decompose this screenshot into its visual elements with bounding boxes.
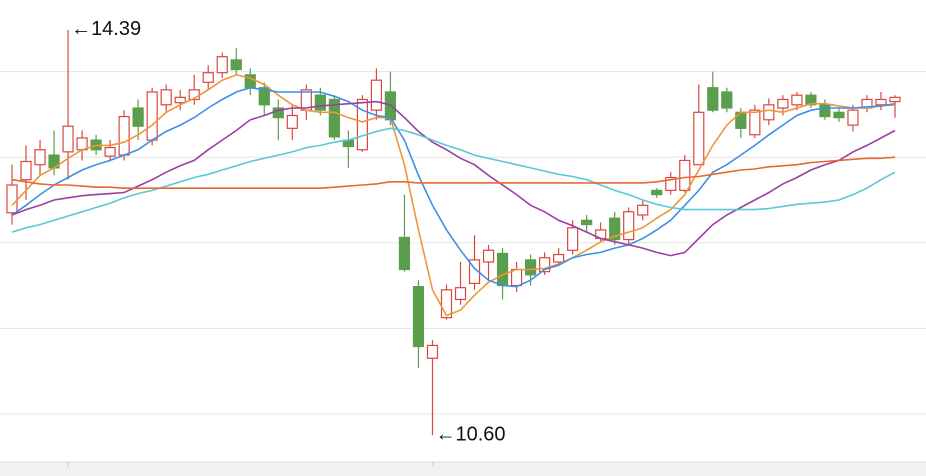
ma-line (11, 156, 896, 189)
candle-body (539, 257, 551, 273)
candle-body (567, 227, 579, 251)
candle-body (665, 176, 677, 191)
candle-body (763, 104, 775, 121)
candle-body (6, 184, 18, 214)
ma-line (11, 74, 896, 317)
candle-body (104, 146, 116, 157)
candle-body (581, 219, 593, 226)
candle-body (398, 236, 411, 271)
candle-body (286, 114, 298, 129)
candle-body (637, 204, 649, 216)
candle-body (412, 286, 425, 348)
candle-body (356, 98, 368, 151)
candle-body (553, 253, 565, 263)
candle-body (118, 115, 130, 156)
candle-body (721, 91, 733, 109)
candle-body (426, 344, 439, 359)
ma-line (11, 127, 896, 233)
candle-body (833, 111, 845, 119)
candle-body (749, 109, 761, 136)
candle-body (791, 94, 803, 106)
candle-body (889, 96, 901, 103)
candle-body (216, 56, 228, 74)
candle-body (160, 89, 172, 106)
candle-body (524, 259, 537, 276)
candle-body (146, 91, 158, 141)
candle-body (623, 211, 635, 241)
candle-body (62, 125, 74, 153)
price-annotation: ←14.39 (71, 18, 141, 40)
candle-body (370, 79, 383, 111)
x-axis-strip (0, 462, 926, 476)
candle-body (707, 87, 719, 111)
candle-body (34, 149, 46, 166)
candle-body (510, 268, 523, 287)
candle-body (847, 109, 859, 126)
candle-body (440, 289, 453, 319)
ma-line (11, 86, 896, 288)
candle-body (482, 249, 495, 263)
candle-body (132, 107, 144, 127)
candle-body (174, 96, 186, 104)
candle-body (651, 189, 663, 196)
candle-body (454, 287, 467, 301)
candle-body (202, 72, 214, 83)
candle-body (805, 94, 817, 106)
price-annotation: ←10.60 (435, 424, 505, 446)
candle-body (679, 159, 691, 191)
candle-body (258, 87, 270, 106)
candle-body (609, 217, 621, 241)
candle-body (875, 98, 887, 106)
candle-body (777, 98, 789, 109)
candle-body (496, 252, 509, 287)
candle-body (314, 94, 326, 111)
candle-body (328, 98, 340, 138)
ma-line (11, 100, 896, 257)
candle-body (20, 160, 32, 181)
candle-body (693, 111, 705, 166)
candle-body (819, 104, 831, 118)
candle-body (230, 59, 242, 71)
